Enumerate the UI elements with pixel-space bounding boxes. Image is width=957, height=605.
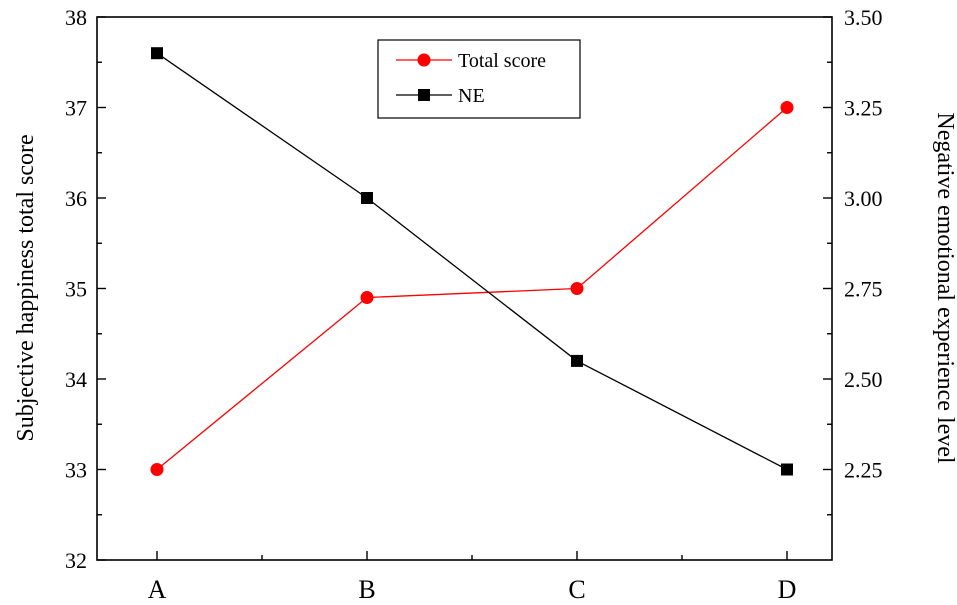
y-left-tick-label: 32 <box>65 548 87 573</box>
data-point <box>151 47 163 60</box>
x-tick-label: A <box>148 575 167 604</box>
data-point <box>781 463 793 476</box>
y-right-tick-label: 2.75 <box>844 277 883 302</box>
series-line <box>156 52 788 471</box>
y-axis-right-title: Negative emotional experience level <box>932 112 957 463</box>
axes: 32 33 34 35 36 37 38 2.25 2.50 2.75 3.00 3.25 3.50 A B… <box>65 5 883 604</box>
x-tick-label: C <box>568 575 585 604</box>
legend: Total score NE <box>377 39 581 119</box>
y-right-tick-label: 2.25 <box>844 458 883 483</box>
y-left-tick-label: 38 <box>65 5 87 30</box>
x-tick-label: D <box>778 575 797 604</box>
legend-box <box>377 39 581 119</box>
legend-label: Total score <box>458 50 546 72</box>
y-left-tick-label: 34 <box>65 367 87 392</box>
y-right-tick-label: 3.50 <box>844 5 883 30</box>
legend-swatch-marker <box>417 53 431 67</box>
y-left-tick-label: 36 <box>65 186 87 211</box>
y-right-tick-label: 2.50 <box>844 367 883 392</box>
data-point <box>571 354 583 367</box>
series-layer <box>150 47 794 476</box>
legend-swatch-marker <box>418 89 430 101</box>
y-right-tick-label: 3.00 <box>844 186 883 211</box>
data-point <box>780 101 794 114</box>
y-left-tick-label: 33 <box>65 458 87 483</box>
data-point <box>570 282 584 295</box>
data-point <box>360 291 374 305</box>
data-point <box>361 192 373 204</box>
y-left-tick-label: 37 <box>65 96 87 121</box>
data-point <box>150 463 164 476</box>
y-left-tick-label: 35 <box>65 277 87 302</box>
y-right-tick-label: 3.25 <box>844 96 883 121</box>
x-tick-label: B <box>358 575 375 604</box>
series-line <box>156 107 788 471</box>
y-axis-left-title: Subjective happiness total score <box>13 134 39 441</box>
legend-label: NE <box>458 85 485 107</box>
